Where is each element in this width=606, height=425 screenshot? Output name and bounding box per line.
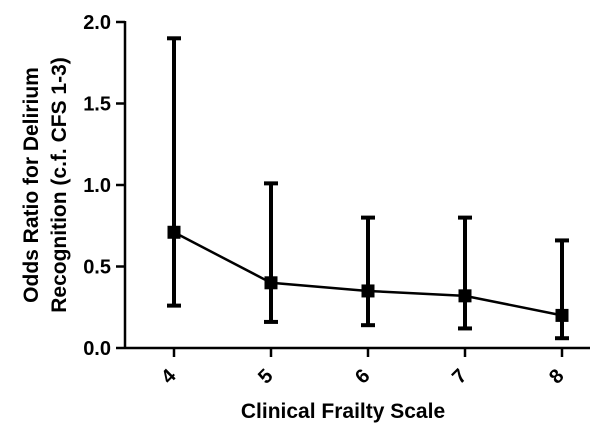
data-point bbox=[264, 276, 278, 290]
data-series bbox=[167, 36, 569, 341]
y-tick-label: 1.0 bbox=[83, 175, 111, 197]
y-axis-title-line-1: Odds Ratio for Delirium bbox=[20, 67, 43, 303]
x-tick-label: 5 bbox=[254, 365, 277, 388]
y-tick-label: 0.0 bbox=[83, 338, 111, 360]
axis-titles: Clinical Frailty Scale Odds Ratio for De… bbox=[20, 57, 445, 423]
data-point bbox=[167, 225, 181, 239]
x-tick-label: 4 bbox=[157, 364, 181, 388]
y-tick-label: 2.0 bbox=[83, 12, 111, 34]
y-axis-title-line-2: Recognition (c.f. CFS 1-3) bbox=[48, 57, 71, 313]
data-point bbox=[458, 289, 472, 303]
data-point bbox=[555, 308, 569, 322]
y-tick-label: 0.5 bbox=[83, 257, 111, 279]
axes: 0.0 0.5 1.0 1.5 2.0 4 5 6 7 8 bbox=[83, 12, 590, 388]
data-point bbox=[361, 284, 375, 298]
y-tick-label: 1.5 bbox=[83, 94, 111, 116]
x-tick-label: 6 bbox=[351, 365, 374, 388]
x-axis-title: Clinical Frailty Scale bbox=[241, 400, 445, 423]
x-tick-label: 8 bbox=[545, 365, 568, 388]
x-tick-label: 7 bbox=[448, 365, 471, 388]
